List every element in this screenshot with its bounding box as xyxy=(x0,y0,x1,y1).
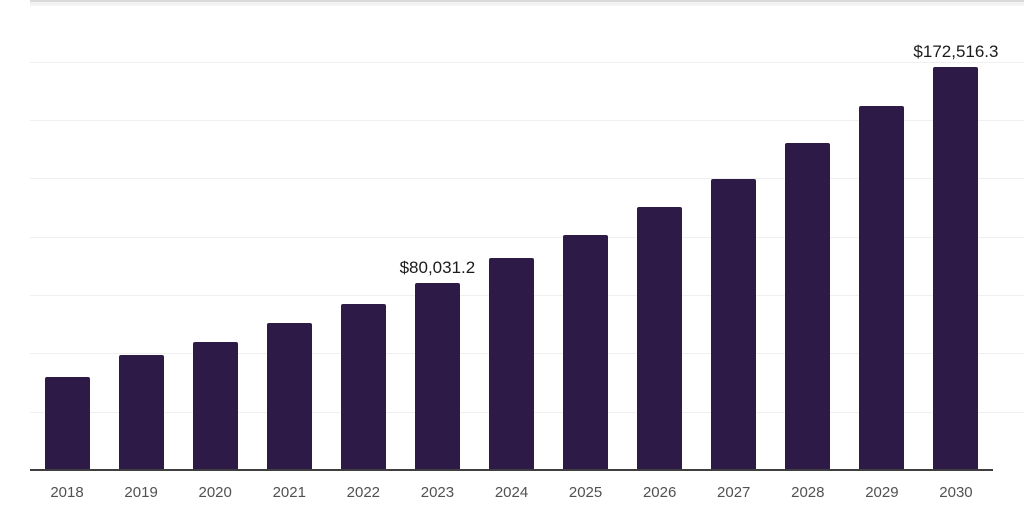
bar-2021[interactable] xyxy=(266,323,312,470)
bar-2030[interactable] xyxy=(933,67,979,470)
gridline xyxy=(30,178,1024,180)
value-label-2030: $172,516.3 xyxy=(913,42,999,62)
gridline xyxy=(30,61,1024,63)
x-tick-label-2029: 2029 xyxy=(865,484,899,501)
x-tick-label-2027: 2027 xyxy=(717,484,751,501)
x-tick-label-2018: 2018 xyxy=(50,484,84,501)
x-tick-label-2026: 2026 xyxy=(642,484,677,501)
x-tick-label-2030: 2030 xyxy=(939,484,973,501)
bar-2019[interactable] xyxy=(118,355,164,470)
bar-2026[interactable] xyxy=(637,207,683,470)
bar-2028[interactable] xyxy=(785,142,831,470)
x-tick-label-2022: 2022 xyxy=(346,484,381,501)
x-tick-label-2020: 2020 xyxy=(198,484,232,501)
bar-2029[interactable] xyxy=(859,106,905,470)
gridline xyxy=(30,3,1024,5)
bar-2024[interactable] xyxy=(489,258,534,470)
gridline xyxy=(30,236,1024,238)
bar-2025[interactable] xyxy=(563,234,609,470)
bar-2022[interactable] xyxy=(340,304,386,470)
x-tick-label-2023: 2023 xyxy=(420,484,455,501)
bar-2018[interactable] xyxy=(44,377,90,470)
value-label-2023: $80,031.2 xyxy=(399,258,476,278)
x-tick-label-2019: 2019 xyxy=(124,484,158,501)
gridline xyxy=(30,119,1024,121)
x-axis-line xyxy=(30,469,993,471)
bar-2020[interactable] xyxy=(192,342,238,470)
chart-top-border xyxy=(30,0,1024,2)
x-tick-label-2028: 2028 xyxy=(791,484,825,501)
bar-2027[interactable] xyxy=(711,178,757,470)
bar-2023[interactable] xyxy=(414,283,460,470)
x-tick-label-2025: 2025 xyxy=(568,484,603,501)
x-tick-label-2021: 2021 xyxy=(272,484,306,501)
x-tick-label-2024: 2024 xyxy=(494,484,529,501)
